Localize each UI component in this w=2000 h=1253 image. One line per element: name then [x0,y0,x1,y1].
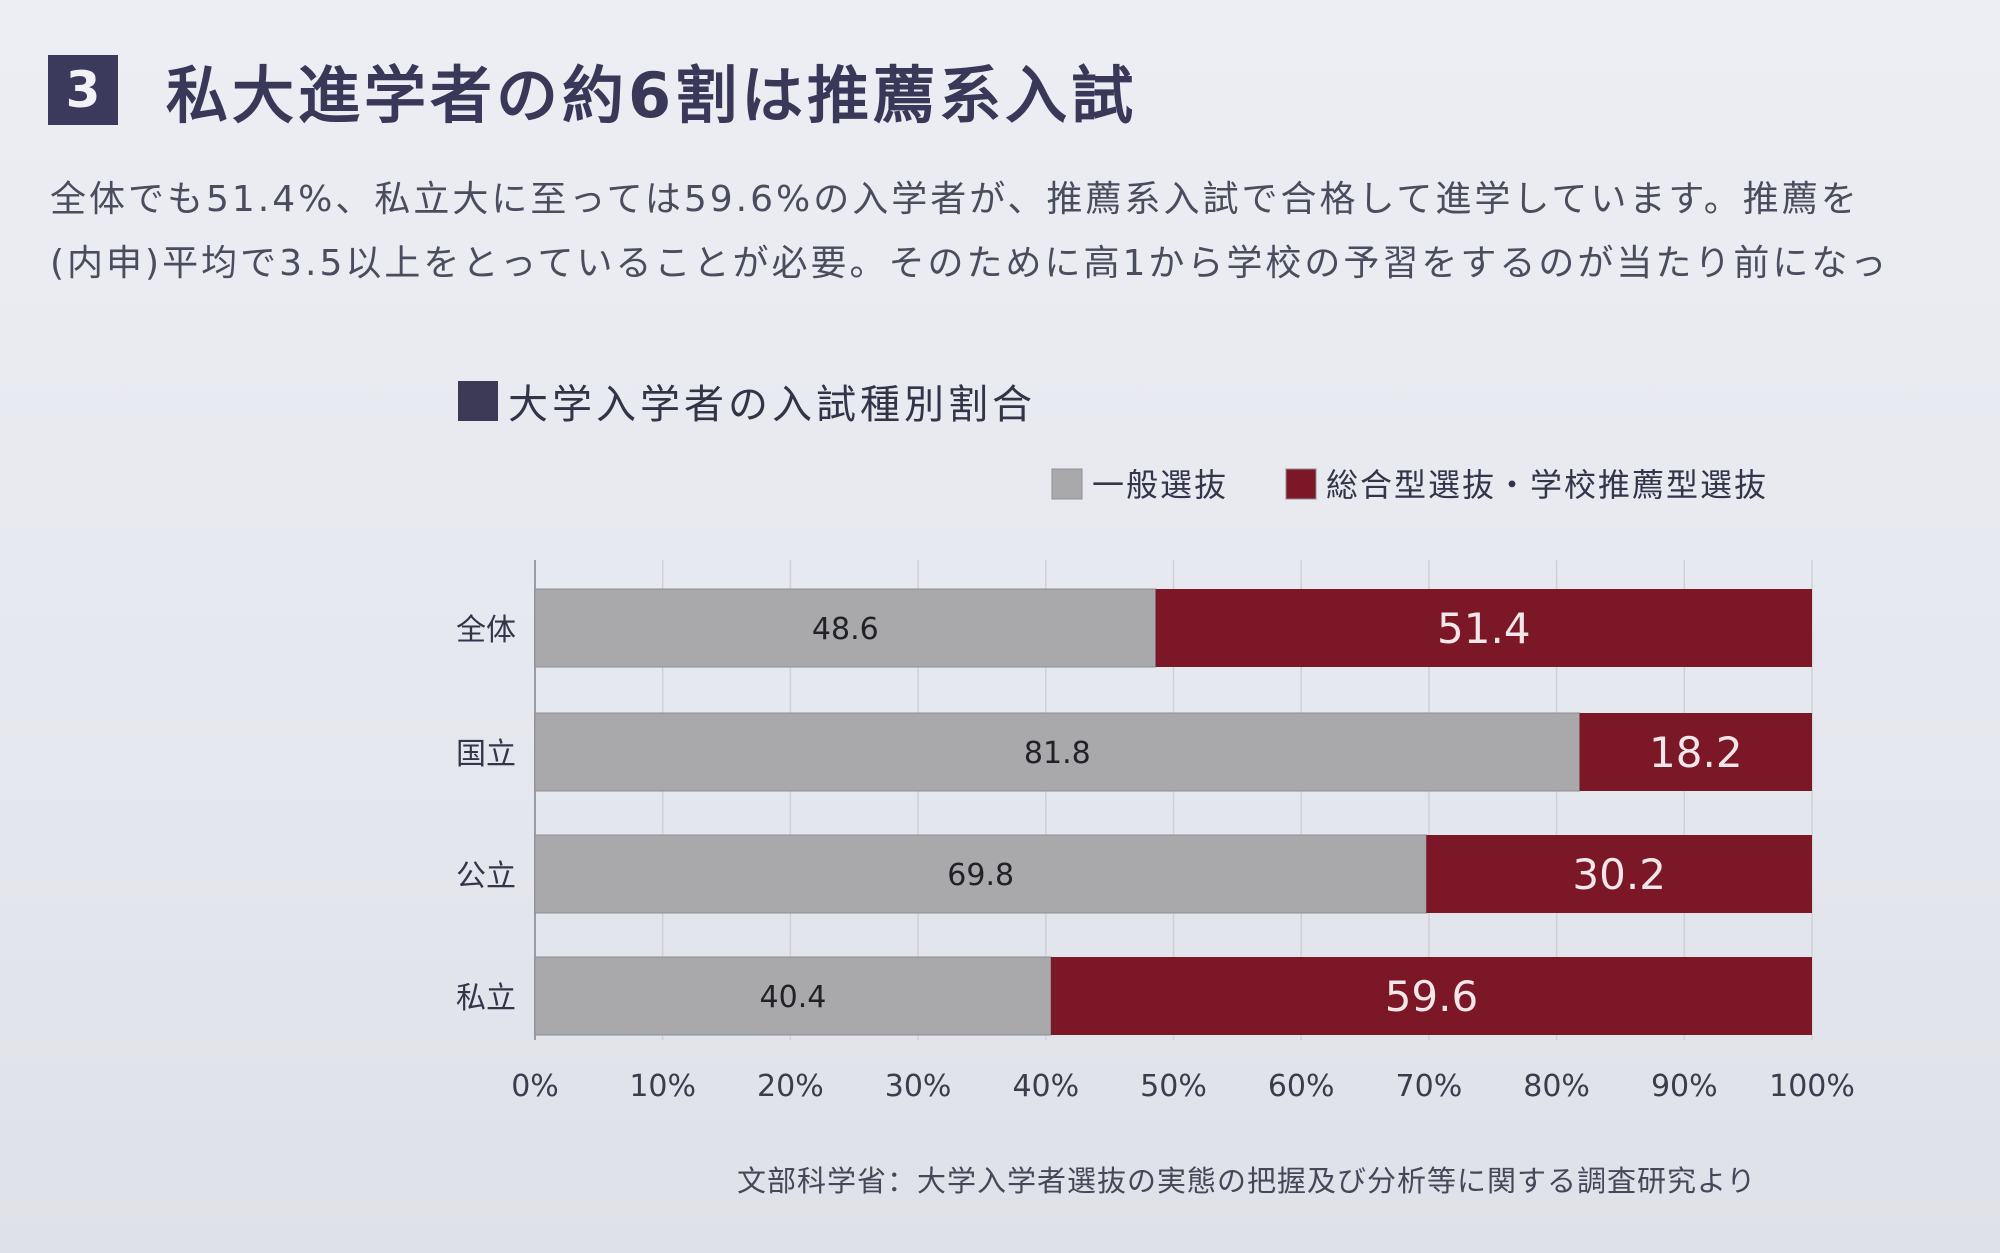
bar-segment [1155,589,1812,667]
bar-segment [534,956,1052,1036]
category-label: 私立 [456,981,516,1016]
x-tick-label: 30% [885,1069,952,1104]
bar-segment [1426,835,1812,913]
x-tick-label: 50% [1140,1069,1207,1104]
body-text-line-1: 全体でも51.4%、私立大に至っては59.6%の入学者が、推薦系入試で合格して進… [50,179,1860,220]
x-tick-label: 80% [1523,1069,1590,1104]
category-label: 公立 [456,859,516,894]
body-text-line-2: (内申)平均で3.5以上をとっていることが必要。そのために高1から学校の予習をす… [50,243,1890,284]
bar-segment [534,712,1581,792]
section-title: 私大進学者の約6割は推薦系入試 [166,59,1138,132]
bar-data-label: 48.6 [812,612,879,647]
legend-label: 総合型選抜・学校推薦型選抜 [1326,466,1768,504]
source-note: 文部科学省：大学入学者選抜の実態の把握及び分析等に関する調査研究より [737,1164,1757,1198]
x-tick-label: 40% [1012,1069,1079,1104]
bar-data-label: 69.8 [947,858,1014,893]
bar-data-label: 30.2 [1572,850,1666,899]
bar-segment [1050,957,1812,1035]
section-header: 3 私大進学者の約6割は推薦系入試 [48,48,1137,132]
bar-data-label: 18.2 [1649,728,1743,777]
category-label: 全体 [456,613,516,648]
bar-segment [534,834,1427,914]
legend-label: 一般選抜 [1092,466,1228,504]
bar-data-label: 59.6 [1385,972,1479,1021]
chart-title: 大学入学者の入試種別割合 [508,382,1036,428]
chart-title-square-icon [458,381,498,421]
bar-data-label: 40.4 [760,980,827,1015]
x-tick-label: 20% [757,1069,824,1104]
section-number-badge: 3 [48,55,118,125]
chart-title-row: 大学入学者の入試種別割合 [458,372,1036,430]
bar-segment [534,588,1157,668]
legend-swatch [1285,468,1317,500]
bar-data-label: 81.8 [1024,736,1091,771]
x-tick-label: 10% [629,1069,696,1104]
bar-segment [1579,713,1812,791]
x-tick-label: 90% [1651,1069,1718,1104]
legend-swatch [1051,468,1083,500]
x-tick-label: 0% [511,1069,559,1104]
x-tick-label: 70% [1396,1069,1463,1104]
category-label: 国立 [456,737,516,772]
bar-data-label: 51.4 [1437,604,1531,653]
x-tick-label: 100% [1769,1069,1855,1104]
x-tick-label: 60% [1268,1069,1335,1104]
